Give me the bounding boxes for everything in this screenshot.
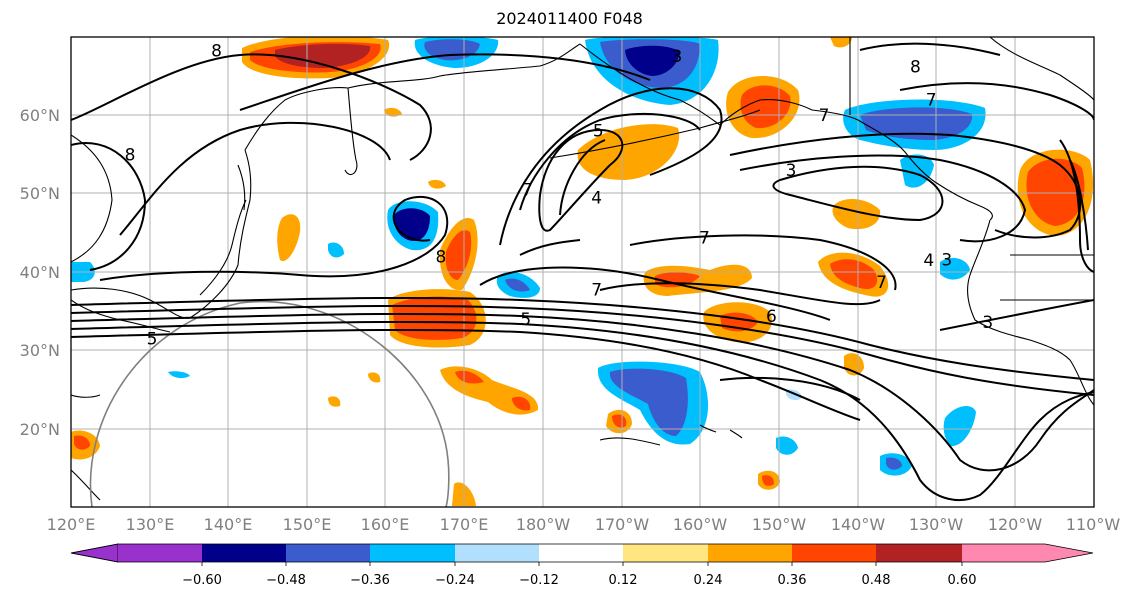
lat-label: 50°N [20,184,60,203]
contour-label: 4 [591,188,602,208]
colorbar: −0.60 −0.48 −0.36 −0.24 −0.12 0.12 0.24 … [70,543,1094,588]
lon-label: 150°E [283,515,332,534]
lon-label: 160°W [673,515,728,534]
contour-label: 7 [699,228,710,248]
colorbar-swatch [708,544,793,562]
colorbar-tick-label: −0.24 [435,573,475,588]
colorbar-high-extend [962,544,1093,562]
colorbar-swatch [623,544,708,562]
colorbar-tick-label: 0.24 [694,573,723,588]
lat-label: 20°N [20,420,60,439]
height-contours [71,42,1094,501]
colorbar-swatch [455,544,540,562]
colorbar-low-extend [70,543,119,563]
coastlines [71,37,1094,501]
colorbar-swatch [118,544,203,562]
contour-label: 7 [819,106,830,126]
colorbar-swatch [792,544,877,562]
lat-axis-labels: 20°N 30°N 40°N 50°N 60°N [20,106,60,439]
map-gridlines [71,37,1094,507]
contour-label: 5 [520,310,531,330]
contour-label: 8 [910,57,921,77]
colorbar-tick-label: 0.48 [862,573,891,588]
contour-label: 3 [982,313,993,333]
lat-label: 30°N [20,341,60,360]
lon-label: 160°E [361,515,410,534]
contour-label: 8 [435,247,446,267]
colorbar-swatch [876,544,962,562]
colorbar-swatch [202,544,287,562]
lon-label: 170°W [595,515,650,534]
contour-label: 7 [591,280,602,300]
colorbar-tick-label: −0.48 [266,573,306,588]
lon-label: 140°W [831,515,886,534]
colorbar-swatch [370,544,455,562]
colorbar-swatch [286,544,371,562]
contour-label: 5 [593,122,604,142]
figure-title: 2024011400 F048 [496,9,643,28]
lon-label: 170°E [440,515,489,534]
contour-label: 4 [923,251,934,271]
lon-axis-labels: 120°E 130°E 140°E 150°E 160°E 170°E 180°… [47,515,1121,534]
lon-label: 130°W [909,515,964,534]
map-frame [70,36,1095,508]
contour-label: 5 [147,330,158,350]
colorbar-tick-label: −0.36 [350,573,390,588]
contour-label: 7 [926,90,937,110]
contour-label: 7 [522,181,533,201]
lon-label: 120°W [988,515,1043,534]
contour-label: 8 [125,145,136,165]
lon-label: 140°E [204,515,253,534]
lon-label: 180°W [516,515,571,534]
contour-label: 7 [876,273,887,293]
colorbar-tick-label: 0.60 [948,573,977,588]
colorbar-tick-label: 0.12 [609,573,638,588]
colorbar-tick-label: −0.60 [182,573,222,588]
contour-label: 3 [672,47,683,67]
contour-label: 3 [941,250,952,270]
colorbar-tick-label: 0.36 [778,573,807,588]
lat-label: 40°N [20,263,60,282]
lon-label: 110°W [1066,515,1121,534]
lon-label: 130°E [126,515,175,534]
colorbar-swatch [539,544,624,562]
colorbar-outline [70,543,1094,563]
colorbar-tick-label: −0.12 [519,573,559,588]
contour-label: 8 [211,42,222,62]
lon-label: 120°E [47,515,96,534]
lon-label: 150°W [752,515,807,534]
lat-label: 60°N [20,106,60,125]
contour-label: 3 [786,161,797,181]
contour-label: 6 [766,307,777,327]
